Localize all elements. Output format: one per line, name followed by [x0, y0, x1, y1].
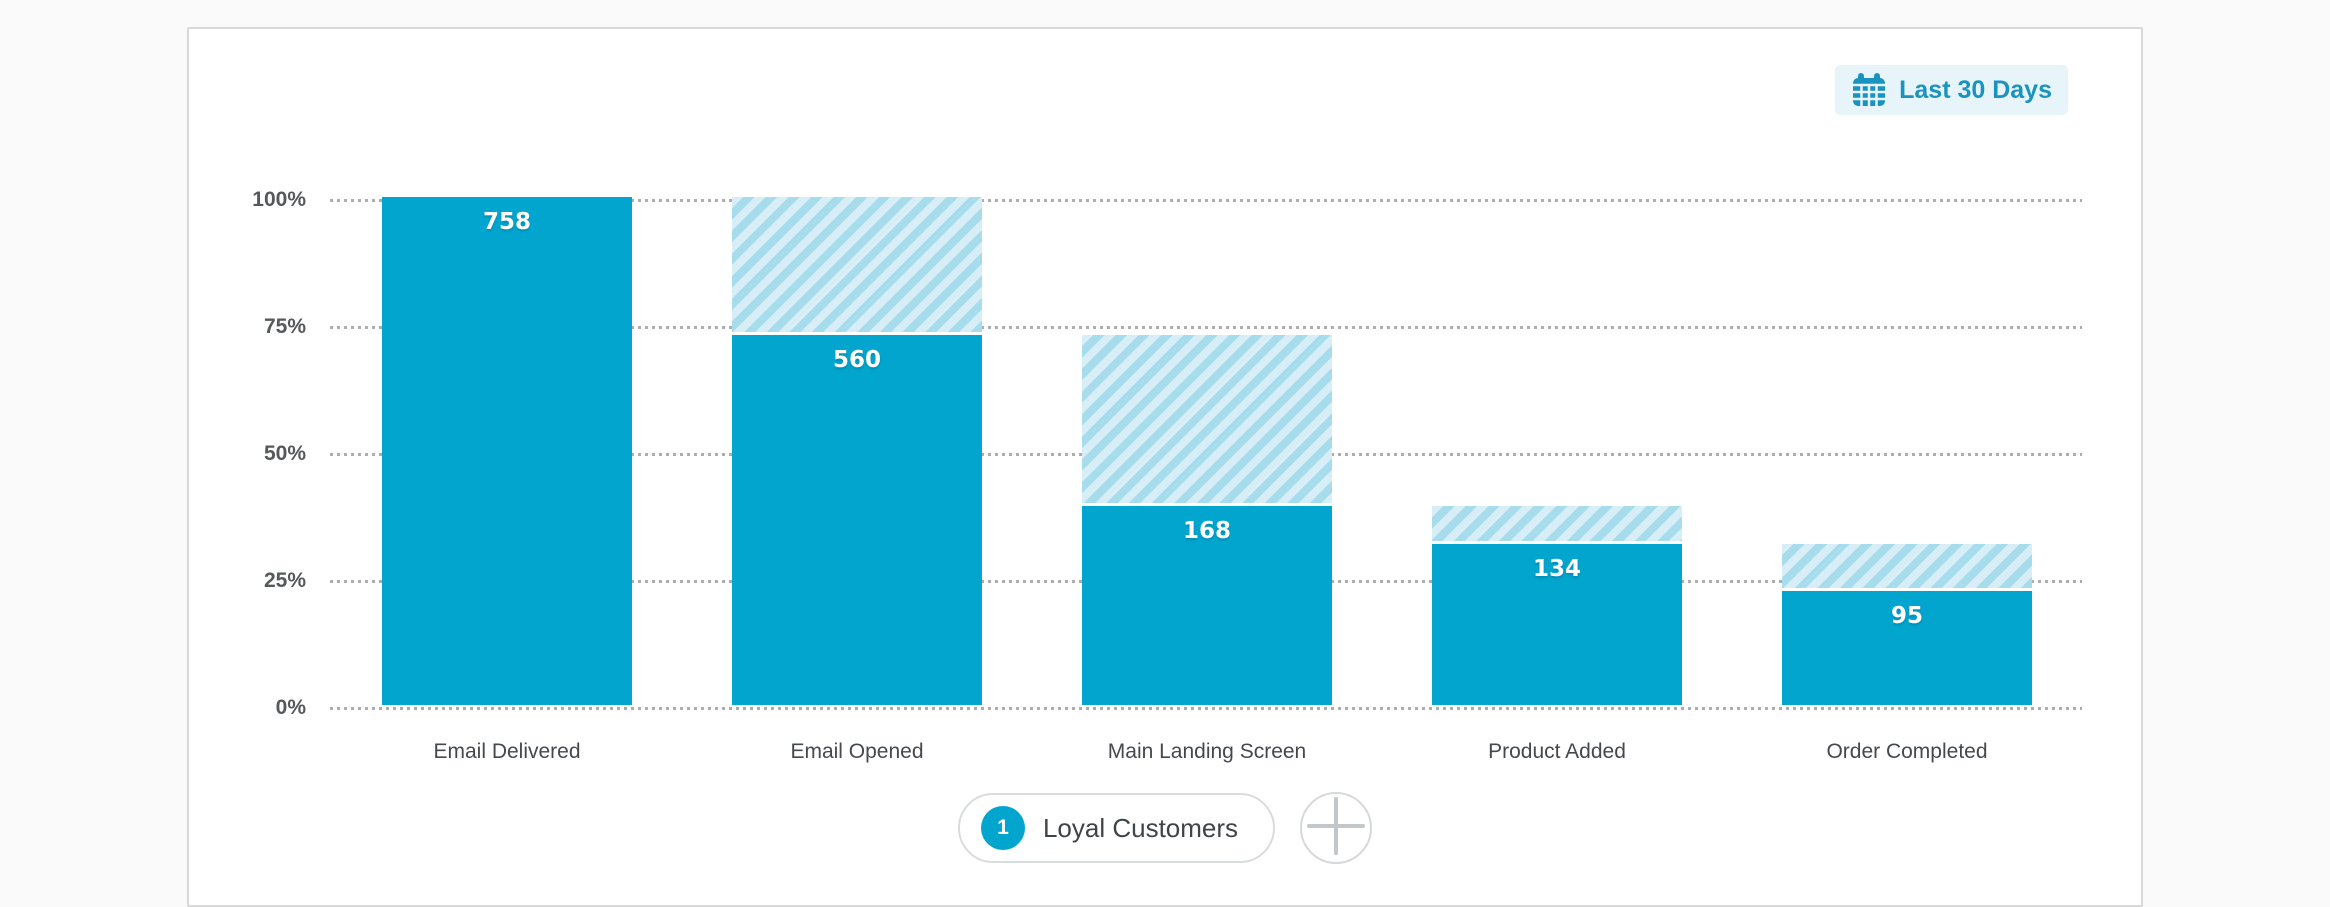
- x-axis-label: Product Added: [1488, 740, 1626, 763]
- date-range-button[interactable]: Last 30 Days: [1835, 65, 2068, 115]
- grid-line-100: [330, 199, 2082, 202]
- bar-value-label: 758: [482, 209, 531, 235]
- audience-label: Loyal Customers: [1042, 812, 1239, 843]
- dropoff-hatch-area: [732, 197, 982, 336]
- bar-solid-segment: 134: [1432, 543, 1682, 705]
- dropoff-hatch-area: [1782, 543, 2032, 592]
- audience-count-badge: 1: [980, 806, 1025, 850]
- bar-value-label: 168: [1182, 517, 1231, 544]
- y-axis-label-75: 75%: [263, 315, 306, 338]
- plus-icon: [1307, 796, 1366, 860]
- x-axis-label: Order Completed: [1826, 740, 1988, 763]
- y-axis-label-25: 25%: [263, 569, 306, 592]
- bar-value-label: 134: [1532, 555, 1581, 582]
- add-audience-button[interactable]: [1300, 792, 1373, 864]
- x-axis-label: Email Delivered: [433, 740, 581, 763]
- bar-solid-segment: 168: [1082, 505, 1332, 705]
- bar-solid-segment: 95: [1782, 591, 2032, 705]
- funnel-bar[interactable]: 758: [382, 197, 632, 705]
- y-axis-label-0: 0%: [275, 696, 306, 719]
- bar-value-label: 95: [1890, 603, 1923, 630]
- dropoff-hatch-area: [1082, 335, 1332, 506]
- bar-solid-segment: 758: [382, 197, 632, 705]
- funnel-bar[interactable]: 95: [1782, 197, 2032, 705]
- grid-line-0: [330, 707, 2082, 710]
- plot-area: 100% 75% 50% 25% 0% 758 Email Delivered 560 Emai…: [252, 188, 2082, 763]
- grid-line-75: [330, 326, 2082, 329]
- audience-pill[interactable]: 1 Loyal Customers: [957, 793, 1276, 863]
- date-range-label: Last 30 Days: [1899, 75, 2052, 104]
- audience-row: 1 Loyal Customers: [189, 792, 2141, 864]
- funnel-bar[interactable]: 560: [732, 197, 982, 705]
- dropoff-hatch-area: [1432, 505, 1682, 544]
- bar-solid-segment: 560: [732, 335, 982, 705]
- x-axis-label: Main Landing Screen: [1107, 740, 1307, 763]
- funnel-bar[interactable]: 134: [1432, 197, 1682, 705]
- calendar-icon: [1851, 72, 1887, 108]
- bar-value-label: 560: [832, 347, 881, 374]
- funnel-bar[interactable]: 168: [1082, 197, 1332, 705]
- y-axis-label-100: 100%: [252, 188, 306, 211]
- x-axis-label: Email Opened: [790, 740, 924, 763]
- funnel-report-card: Last 30 Days 100% 75% 50% 25% 0% 758 Email Del…: [187, 27, 2143, 907]
- y-axis-label-50: 50%: [263, 442, 306, 465]
